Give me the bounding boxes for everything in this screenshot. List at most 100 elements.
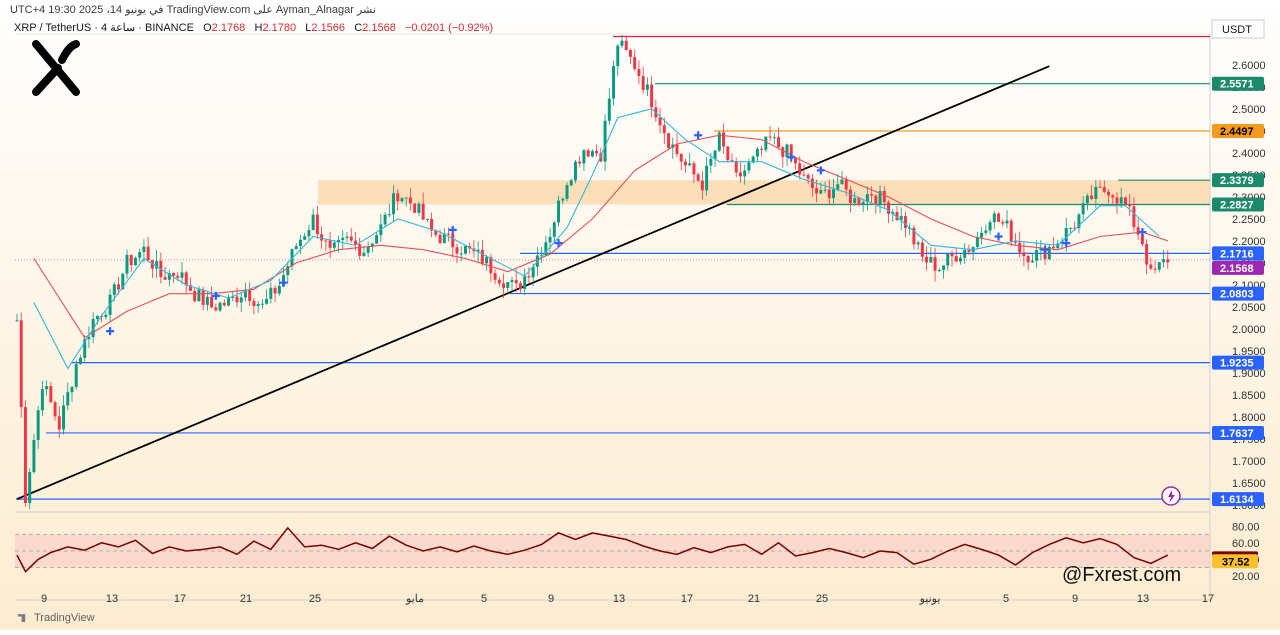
currency-box [1211, 19, 1265, 39]
candle-body [413, 203, 417, 213]
candle-body [1136, 227, 1140, 235]
candle-body [582, 150, 586, 164]
candle-body [518, 283, 522, 289]
candle-body [447, 233, 451, 235]
last-price-box [1212, 260, 1264, 275]
candle-body [256, 304, 260, 307]
candle-body [734, 161, 738, 173]
price-axis-label: 2.4000 [1232, 148, 1266, 160]
candle-body [878, 190, 882, 205]
signal-marker [448, 225, 457, 234]
candle-body [798, 163, 802, 175]
candle-body [658, 117, 662, 126]
candle-body [683, 161, 687, 166]
signal-marker [694, 131, 703, 140]
candle-body [57, 416, 61, 430]
price-axis-label: 2.6000 [1232, 60, 1266, 72]
candle-body [882, 190, 886, 203]
candle-body [353, 240, 357, 245]
candle-body [70, 387, 74, 393]
price-axis-label: 1.6500 [1232, 478, 1266, 490]
level-label-box [1212, 492, 1264, 507]
candle-body [188, 285, 192, 291]
signal-marker [1041, 245, 1050, 254]
candle-body [434, 230, 438, 235]
candle-body [404, 197, 408, 199]
candle-body [117, 284, 121, 290]
candle-body [172, 273, 176, 276]
level-label-text: 1.6134 [1220, 494, 1255, 506]
candle-body [95, 315, 99, 320]
candle-body [1115, 197, 1119, 204]
last-price-text: 2.1568 [1220, 263, 1254, 275]
candle-body [844, 179, 848, 190]
signal-marker [106, 327, 115, 336]
candle-body [857, 198, 861, 205]
candle-body [967, 249, 971, 252]
candle-body [286, 266, 290, 276]
candle-body [1128, 204, 1132, 207]
candle-body [1094, 186, 1098, 199]
candle-body [895, 212, 899, 221]
signal-marker [787, 153, 796, 162]
candle-body [74, 364, 78, 388]
candle-body [743, 170, 747, 177]
signal-marker [279, 278, 288, 287]
level-label-text: 2.2827 [1220, 199, 1254, 211]
candle-body [66, 392, 70, 406]
candle-body [345, 236, 349, 238]
price-axis-label: 2.0000 [1232, 324, 1266, 336]
candle-body [975, 237, 979, 248]
candle-body [248, 290, 252, 301]
level-label-box [1212, 197, 1264, 212]
candle-body [912, 227, 916, 245]
time-axis-label: مايو [405, 593, 424, 605]
candle-body [1098, 186, 1102, 188]
candle-body [163, 277, 167, 280]
candle-body [789, 144, 793, 159]
level-label-box [1212, 286, 1264, 301]
candle-body [193, 290, 197, 302]
candle-body [1005, 220, 1009, 224]
candle-body [112, 284, 116, 295]
candle-body [438, 234, 442, 244]
candle-body [785, 144, 789, 158]
price-axis-label: 1.7000 [1232, 456, 1266, 468]
candle-body [544, 242, 548, 256]
candle-body [1149, 264, 1153, 269]
candle-body [180, 272, 184, 278]
candle-body [561, 198, 565, 201]
rsi-ma-box [1212, 554, 1258, 569]
candle-body [819, 190, 823, 194]
candle-body [442, 233, 446, 244]
candle-body [1145, 244, 1149, 265]
candle-body [717, 132, 721, 151]
candle-body [1030, 260, 1034, 263]
signal-marker [211, 291, 220, 300]
candle-body [392, 193, 396, 215]
candle-body [777, 137, 781, 148]
candle-body [1123, 197, 1127, 205]
candle-body [1064, 227, 1068, 242]
candle-body [1140, 234, 1144, 245]
candle-body [1035, 250, 1039, 261]
candle-body [480, 249, 484, 264]
candle-body [227, 297, 231, 306]
alert-icon-bolt [1168, 490, 1175, 503]
candle-body [751, 156, 755, 163]
candle-body [603, 120, 607, 162]
signal-marker [1138, 228, 1147, 237]
ema-slow-line [33, 134, 1168, 339]
price-axis-label: 2.2000 [1232, 236, 1266, 248]
candle-body [933, 257, 937, 271]
candle-body [201, 289, 205, 305]
candle-body [916, 242, 920, 245]
logo-stroke [58, 40, 80, 64]
candle-body [755, 148, 759, 157]
candle-body [806, 174, 810, 179]
candle-body [958, 257, 962, 262]
candle-body [502, 283, 506, 288]
candle-body [396, 193, 400, 202]
candle-body [768, 136, 772, 138]
